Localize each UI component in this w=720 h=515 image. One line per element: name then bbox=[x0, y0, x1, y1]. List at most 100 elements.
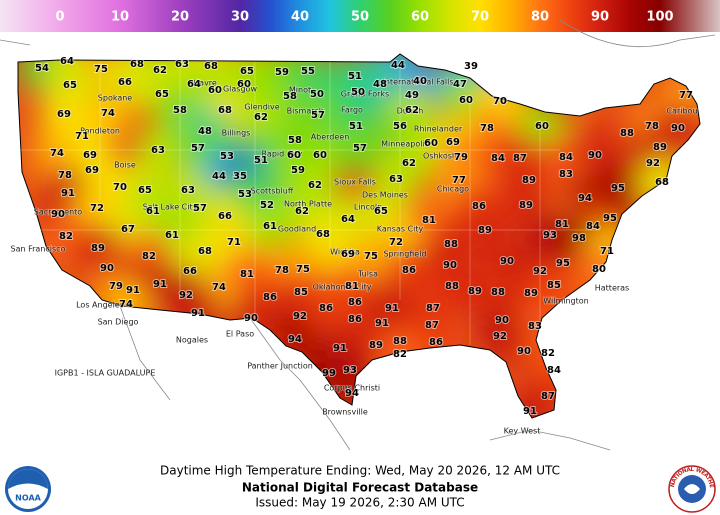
place-name: San Diego bbox=[98, 318, 139, 327]
temperature-label: 39 bbox=[464, 61, 478, 72]
place-name: Goodland bbox=[278, 225, 316, 234]
temperature-label: 47 bbox=[453, 79, 467, 90]
temperature-label: 74 bbox=[212, 282, 226, 293]
place-name: Glendive bbox=[244, 103, 279, 112]
temperature-label: 86 bbox=[429, 337, 443, 348]
temperature-label: 69 bbox=[446, 137, 460, 148]
temperature-label: 66 bbox=[183, 266, 197, 277]
temperature-label: 87 bbox=[541, 391, 555, 402]
temperature-label: 62 bbox=[153, 65, 167, 76]
temperature-label: 90 bbox=[500, 256, 514, 267]
temperature-label: 57 bbox=[191, 143, 205, 154]
temperature-label: 90 bbox=[443, 260, 457, 271]
temperature-label: 92 bbox=[533, 266, 547, 277]
place-name: Panther Junction bbox=[247, 362, 313, 371]
temperature-label: 66 bbox=[118, 77, 132, 88]
place-name: Sacramento bbox=[34, 208, 82, 217]
scale-ticks: 0 10 20 30 40 50 60 70 80 90 100 bbox=[55, 10, 673, 25]
place-name: Rhinelander bbox=[414, 125, 463, 134]
temperature-label: 71 bbox=[227, 237, 241, 248]
temperature-label: 81 bbox=[345, 281, 359, 292]
temperature-label: 88 bbox=[444, 239, 458, 250]
temperature-label: 64 bbox=[341, 214, 355, 225]
temperature-label: 65 bbox=[155, 89, 169, 100]
temperature-area bbox=[164, 166, 212, 214]
temperature-label: 75 bbox=[94, 64, 108, 75]
temperature-label: 65 bbox=[138, 185, 152, 196]
temperature-label: 67 bbox=[121, 224, 135, 235]
footer-issued: Issued: May 19 2026, 2:30 AM UTC bbox=[255, 496, 464, 510]
place-name: Lincoln bbox=[354, 203, 382, 212]
place-name: Wilmington bbox=[543, 297, 588, 306]
temperature-label: 89 bbox=[369, 340, 383, 351]
temperature-label: 94 bbox=[578, 193, 592, 204]
temperature-label: 71 bbox=[600, 246, 614, 257]
temperature-label: 87 bbox=[426, 303, 440, 314]
temperature-label: 51 bbox=[348, 71, 362, 82]
temperature-label: 60 bbox=[313, 150, 327, 161]
place-name: Minot bbox=[289, 86, 311, 95]
temperature-label: 84 bbox=[547, 365, 561, 376]
temperature-label: 93 bbox=[343, 365, 357, 376]
temperature-label: 86 bbox=[348, 314, 362, 325]
place-name: Nogales bbox=[176, 336, 208, 345]
temperature-label: 62 bbox=[308, 180, 322, 191]
place-name: IGPB1 - ISLA GUADALUPE bbox=[55, 369, 156, 378]
temperature-label: 48 bbox=[198, 126, 212, 137]
temperature-field bbox=[18, 54, 700, 418]
temperature-label: 68 bbox=[655, 177, 669, 188]
scale-tick-label: 10 bbox=[111, 10, 129, 25]
temperature-label: 69 bbox=[57, 109, 71, 120]
temperature-label: 58 bbox=[288, 135, 302, 146]
temperature-label: 94 bbox=[345, 388, 359, 399]
temperature-label: 35 bbox=[233, 171, 247, 182]
temperature-label: 68 bbox=[316, 229, 330, 240]
temperature-label: 58 bbox=[283, 91, 297, 102]
temperature-area bbox=[336, 124, 384, 172]
place-names: Havre Glasgow Minot Grand Forks Internationa… bbox=[10, 77, 699, 437]
scale-tick-label: 70 bbox=[471, 10, 489, 25]
place-name: San Francisco bbox=[11, 245, 66, 254]
temperature-label: 86 bbox=[402, 265, 416, 276]
temperature-label: 78 bbox=[275, 265, 289, 276]
temperature-label: 65 bbox=[374, 206, 388, 217]
temperature-label: 63 bbox=[389, 174, 403, 185]
temperature-label: 60 bbox=[237, 79, 251, 90]
temperature-label: 84 bbox=[559, 152, 573, 163]
place-name: Billings bbox=[222, 129, 251, 138]
noaa-text: NOAA bbox=[15, 494, 41, 503]
place-name: Minneapolis bbox=[381, 140, 429, 149]
temperature-label: 68 bbox=[204, 61, 218, 72]
temperature-label: 91 bbox=[153, 279, 167, 290]
temperature-label: 77 bbox=[452, 175, 466, 186]
place-name: Des Moines bbox=[362, 191, 408, 200]
scale-tick-label: 100 bbox=[646, 10, 673, 25]
temperature-label: 78 bbox=[480, 123, 494, 134]
place-name: Brownsville bbox=[322, 408, 368, 417]
temperature-label: 88 bbox=[445, 281, 459, 292]
temperature-label: 44 bbox=[212, 171, 226, 182]
temperature-label: 83 bbox=[559, 169, 573, 180]
temperature-label: 86 bbox=[348, 297, 362, 308]
temperature-label: 86 bbox=[472, 201, 486, 212]
scale-tick-label: 50 bbox=[351, 10, 369, 25]
temperature-label: 72 bbox=[90, 203, 104, 214]
temperature-label: 91 bbox=[61, 188, 75, 199]
place-name: Scottsbluff bbox=[251, 187, 294, 196]
temperature-label: 60 bbox=[459, 95, 473, 106]
place-name: Caribou bbox=[666, 107, 697, 116]
temperature-label: 89 bbox=[524, 288, 538, 299]
scale-tick-label: 0 bbox=[55, 10, 64, 25]
footer-title: Daytime High Temperature Ending: Wed, Ma… bbox=[160, 464, 560, 478]
temperature-label: 60 bbox=[208, 85, 222, 96]
temperature-label: 59 bbox=[291, 165, 305, 176]
temperature-label: 90 bbox=[244, 313, 258, 324]
temperature-label: 91 bbox=[523, 406, 537, 417]
place-name: Key West bbox=[504, 427, 541, 436]
temperature-label: 69 bbox=[83, 150, 97, 161]
place-name: Havre bbox=[193, 79, 217, 88]
temperature-label: 61 bbox=[263, 221, 277, 232]
scale-tick-label: 60 bbox=[411, 10, 429, 25]
temperature-label: 60 bbox=[287, 150, 301, 161]
temperature-label: 53 bbox=[238, 189, 252, 200]
